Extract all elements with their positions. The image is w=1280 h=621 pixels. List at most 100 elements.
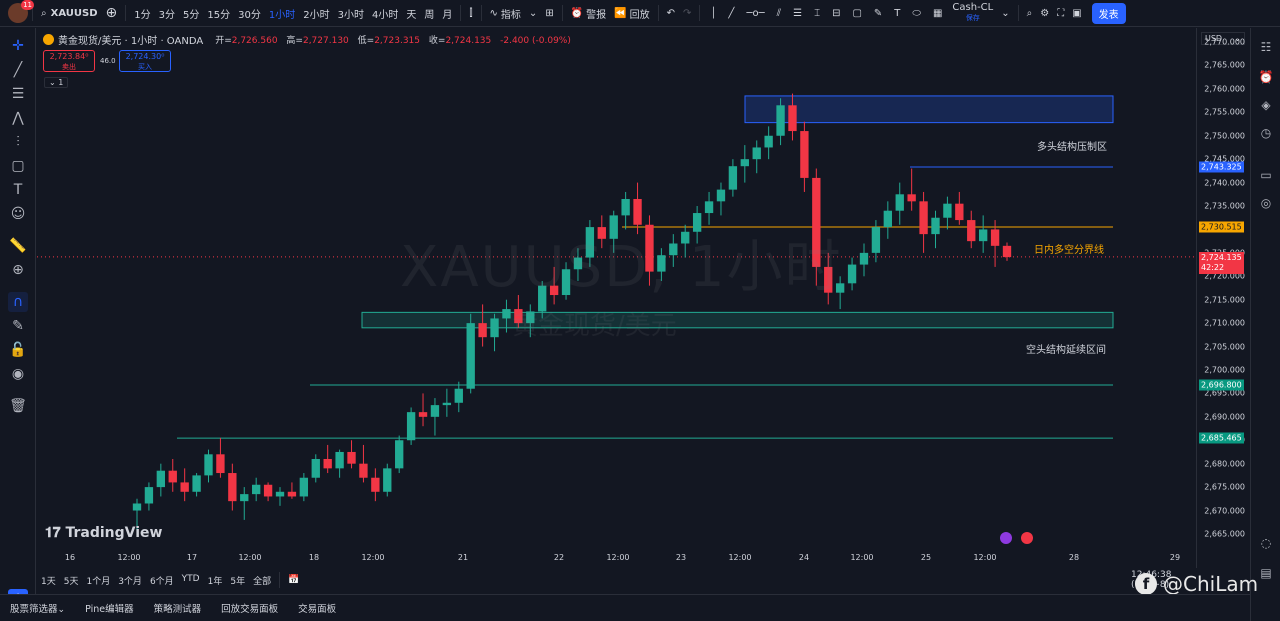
- range-6[interactable]: 1年: [207, 576, 223, 587]
- interval-5[interactable]: 1小时: [268, 9, 296, 21]
- price-scale[interactable]: USD ⌄ 2,770.000 2,765.000 2,760.000 2,755.0…: [1196, 28, 1249, 568]
- time-axis-label: 12:00: [973, 553, 996, 562]
- range-5[interactable]: YTD: [181, 573, 200, 584]
- templates-button[interactable]: ⊞: [541, 0, 557, 27]
- forecast-icon[interactable]: ⫶: [16, 134, 20, 150]
- compare-button[interactable]: ⊕: [105, 5, 118, 21]
- crosshair-icon[interactable]: ✛: [12, 38, 24, 54]
- alert-button[interactable]: ⏰ 警报: [567, 0, 610, 27]
- range-8[interactable]: 全部: [253, 576, 272, 587]
- quick-search-button[interactable]: ⌕: [1023, 0, 1037, 27]
- undo-button[interactable]: ↶: [663, 0, 679, 27]
- interval-1[interactable]: 3分: [158, 9, 175, 21]
- interval-11[interactable]: 月: [442, 9, 453, 21]
- eye-icon[interactable]: ◉: [11, 366, 25, 382]
- interval-3[interactable]: 15分: [207, 9, 231, 21]
- footer-tab-2[interactable]: 策略测试器: [153, 604, 202, 615]
- layout-menu-button[interactable]: ⌄: [997, 0, 1013, 27]
- symbol-search-button[interactable]: ⌕ XAUUSD: [37, 0, 102, 27]
- shape-icon[interactable]: ▢: [11, 158, 25, 174]
- settings-button[interactable]: ⚙: [1036, 0, 1053, 27]
- footer-tab-3[interactable]: 回放交易面板: [221, 604, 279, 615]
- layers-icon[interactable]: ◈: [1261, 98, 1271, 112]
- time-axis-label: 16: [65, 553, 75, 562]
- candle-body: [597, 227, 606, 239]
- candle-body: [335, 451, 344, 469]
- indicators-toggle[interactable]: ⌄ 1: [44, 77, 69, 88]
- trash-icon[interactable]: 🗑: [9, 398, 27, 414]
- indicators-button[interactable]: ∿ 指标 ⌄: [486, 0, 542, 27]
- interval-4[interactable]: 30分: [238, 9, 261, 21]
- draw-tool-1-icon[interactable]: ╱: [728, 7, 735, 19]
- range-7[interactable]: 5年: [230, 576, 246, 587]
- interval-8[interactable]: 4小时: [371, 9, 399, 21]
- price-chart[interactable]: 16 12:00 17 12:00 18 12:00 21 22 12:00 23 12:00 24 1…: [37, 28, 1195, 568]
- goto-date-button[interactable]: 📅: [284, 575, 303, 585]
- search-icon: ⌕: [41, 7, 47, 19]
- range-4[interactable]: 6个月: [149, 576, 174, 587]
- publish-button[interactable]: 发表: [1091, 2, 1126, 24]
- buy-button[interactable]: 2,724.30⁰ 买入: [119, 50, 171, 72]
- range-1[interactable]: 5天: [63, 576, 79, 587]
- text-icon[interactable]: T: [13, 182, 23, 198]
- pattern-icon[interactable]: ⋀: [12, 110, 24, 126]
- candle-body: [514, 309, 523, 324]
- interval-6[interactable]: 2小时: [303, 9, 330, 21]
- draw-tool-0-icon[interactable]: │: [710, 7, 717, 19]
- watchlist-icon[interactable]: ☷: [1260, 40, 1272, 54]
- draw-tool-4-icon[interactable]: ☰: [793, 7, 803, 19]
- range-0[interactable]: 1天: [41, 576, 56, 587]
- candle-body: [585, 227, 595, 258]
- layout-button[interactable]: Cash-CL 保存: [948, 0, 997, 27]
- draw-tool-10-icon[interactable]: ⬭: [912, 7, 921, 19]
- clock-icon[interactable]: ◷: [1260, 126, 1272, 140]
- user-avatar[interactable]: 11: [8, 0, 34, 23]
- redo-button[interactable]: ↷: [679, 0, 695, 27]
- chevron-down-icon[interactable]: ⌄: [57, 605, 66, 615]
- trendline-icon[interactable]: ╱: [13, 62, 23, 78]
- chat-icon[interactable]: ▭: [1260, 168, 1272, 182]
- snapshot-button[interactable]: ▣: [1068, 0, 1085, 27]
- interval-10[interactable]: 周: [424, 9, 435, 21]
- alerts-icon[interactable]: ⏰: [1258, 70, 1274, 84]
- price-label: 2,675.000: [1204, 482, 1245, 492]
- lock-icon[interactable]: 🔓: [9, 342, 27, 358]
- ruler-icon[interactable]: 📏: [9, 238, 27, 254]
- chart-type-button[interactable]: ⫿: [465, 0, 476, 27]
- candle-body: [216, 454, 225, 474]
- interval-7[interactable]: 3小时: [337, 9, 364, 21]
- replay-button[interactable]: ⏪ 回放: [610, 0, 653, 27]
- interval-0[interactable]: 1分: [134, 9, 151, 21]
- magnet-icon[interactable]: ∩: [8, 292, 28, 312]
- draw-tool-9-icon[interactable]: T: [894, 7, 901, 19]
- help-icon[interactable]: ◌: [1260, 536, 1272, 550]
- range-2[interactable]: 1个月: [86, 576, 111, 587]
- currency-selector[interactable]: USD ⌄: [1201, 32, 1245, 45]
- range-3[interactable]: 3个月: [118, 576, 142, 587]
- draw-tool-3-icon[interactable]: ⫽: [776, 7, 782, 19]
- zoom-icon[interactable]: ⊕: [12, 262, 24, 278]
- interval-2[interactable]: 5分: [182, 9, 200, 21]
- interval-9[interactable]: 天: [406, 9, 417, 21]
- fullscreen-button[interactable]: ⛶: [1053, 0, 1068, 27]
- price-label: 2,735.000: [1204, 201, 1245, 211]
- draw-tool-7-icon[interactable]: ▢: [852, 7, 862, 19]
- divider: [125, 5, 127, 21]
- footer-tab-1[interactable]: Pine编辑器: [85, 604, 134, 615]
- draw-tool-8-icon[interactable]: ✎: [873, 7, 883, 19]
- draw-tool-11-icon[interactable]: ▦: [932, 7, 943, 19]
- ideas-icon[interactable]: ◎: [1260, 196, 1272, 210]
- draw-tool-5-icon[interactable]: ⌶: [814, 7, 821, 19]
- lock-draw-icon[interactable]: ✎: [12, 318, 24, 334]
- sell-button[interactable]: 2,723.84⁰ 卖出: [43, 50, 95, 72]
- fib-icon[interactable]: ☰: [11, 86, 25, 102]
- right-panel-bar: ☷ ⏰ ◈ ◷ ▭ ◎ ◌ ▤: [1250, 28, 1280, 621]
- price-label: 2,745.000: [1204, 154, 1245, 164]
- footer-panel-tabs: 股票筛选器⌄ Pine编辑器 策略测试器 回放交易面板 交易面板: [0, 594, 1250, 621]
- emoji-icon[interactable]: ☺: [10, 206, 26, 222]
- notifications-icon[interactable]: ▤: [1260, 566, 1272, 580]
- footer-tab-4[interactable]: 交易面板: [298, 604, 337, 615]
- footer-tab-0[interactable]: 股票筛选器⌄: [10, 604, 66, 615]
- draw-tool-6-icon[interactable]: ⊟: [832, 7, 841, 19]
- draw-tool-2-icon[interactable]: ─o─: [746, 7, 765, 19]
